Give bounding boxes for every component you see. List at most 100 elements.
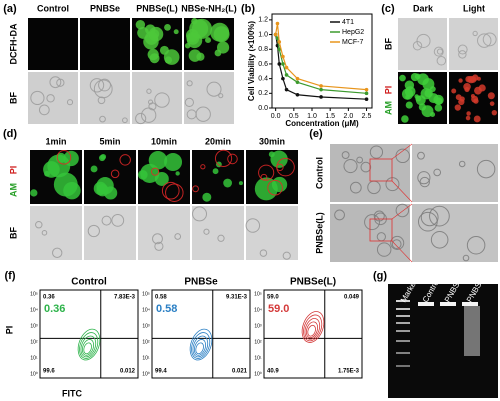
cell	[466, 111, 471, 116]
cell	[462, 254, 470, 262]
cell	[165, 183, 184, 202]
cell	[238, 181, 243, 186]
cell	[149, 53, 160, 64]
cell	[476, 159, 496, 179]
cell	[35, 220, 43, 229]
cell	[164, 153, 183, 172]
panel-label: (a)	[3, 3, 17, 15]
cell	[218, 93, 224, 99]
micrograph	[246, 206, 298, 260]
contour	[193, 339, 207, 356]
row-label: Control	[314, 157, 324, 189]
contour	[305, 321, 319, 339]
dna-smear	[464, 306, 480, 356]
cell	[214, 49, 222, 57]
cell	[173, 29, 179, 35]
y-tick-label: 1.2	[258, 17, 268, 24]
cell	[49, 76, 62, 89]
cell	[149, 29, 160, 39]
x-tick-label: 1.0	[307, 113, 317, 120]
data-point	[281, 62, 285, 66]
cell	[376, 242, 392, 257]
row-label: BF	[8, 227, 18, 239]
x-tick-label: 1.5	[325, 113, 335, 120]
plot-frame	[39, 289, 139, 379]
cell	[141, 107, 157, 123]
contour	[77, 328, 101, 361]
quadrant-value: 0.049	[344, 295, 360, 301]
cell	[429, 205, 450, 227]
cell	[385, 177, 400, 192]
cell	[223, 178, 233, 188]
cell	[192, 206, 208, 222]
quadrant-value: 0.58	[155, 295, 167, 301]
cell	[56, 78, 65, 87]
plot-title: Control	[71, 277, 107, 288]
cell	[451, 88, 457, 94]
contour	[189, 328, 213, 361]
stain-label: PI	[8, 166, 18, 175]
cell	[470, 94, 475, 99]
cell	[472, 30, 478, 37]
cell	[87, 224, 100, 238]
zoom-box	[369, 158, 393, 182]
cell	[135, 20, 146, 30]
cell	[30, 90, 45, 106]
cell	[420, 208, 439, 227]
cell	[192, 185, 199, 193]
cell	[412, 41, 423, 51]
ladder-band	[396, 300, 410, 302]
quadrant-value: 59.0	[267, 295, 279, 301]
data-point	[284, 87, 289, 92]
cell	[146, 88, 152, 94]
cell	[401, 88, 414, 100]
y-tick-label: 10⁵	[254, 291, 262, 297]
zoom-line	[391, 240, 413, 263]
y-tick-label: 10²	[142, 339, 150, 345]
micrograph	[412, 204, 498, 262]
ladder-band	[396, 330, 410, 332]
y-tick-label: 10⁰	[254, 371, 262, 377]
cell	[457, 44, 468, 55]
panel-label: (g)	[373, 270, 387, 282]
micrograph	[84, 206, 136, 260]
data-point	[295, 92, 300, 97]
y-tick-label: 0.8	[258, 46, 268, 53]
y-tick-label: 1.0	[258, 31, 268, 38]
column-header: Control	[37, 3, 69, 13]
y-tick-label: 10⁴	[30, 307, 38, 313]
cell	[164, 23, 171, 31]
cell	[258, 164, 275, 181]
cell	[41, 230, 48, 236]
cell	[267, 179, 283, 196]
row-label: PNBSe(L)	[314, 212, 324, 254]
data-point	[277, 40, 282, 44]
dna-band	[462, 302, 478, 306]
cell	[364, 214, 380, 231]
cell	[276, 163, 284, 172]
x-tick-label: 2.0	[343, 113, 353, 120]
plot-frame	[263, 289, 363, 379]
row-label: BF	[383, 38, 393, 50]
cell	[135, 112, 147, 125]
data-point	[364, 87, 369, 92]
cell	[187, 32, 203, 49]
x-axis-title: FITC	[62, 388, 82, 398]
cell	[90, 165, 98, 173]
contour	[80, 335, 97, 358]
data-point	[319, 95, 323, 99]
plot-frame	[151, 289, 251, 379]
cell	[174, 233, 182, 240]
cell	[430, 231, 449, 249]
cell	[270, 150, 288, 168]
y-tick-label: 10⁴	[254, 307, 262, 313]
y-tick-label: 10³	[142, 323, 150, 329]
y-tick-label: 10³	[254, 323, 262, 329]
column-header: Dark	[413, 3, 434, 13]
dna-band	[440, 302, 456, 306]
y-axis-title: Cell Viability (×100%)	[247, 21, 256, 101]
data-point	[277, 62, 282, 66]
cell	[489, 101, 495, 106]
cell	[210, 22, 230, 42]
x-tick-label: 0.0	[271, 113, 281, 120]
